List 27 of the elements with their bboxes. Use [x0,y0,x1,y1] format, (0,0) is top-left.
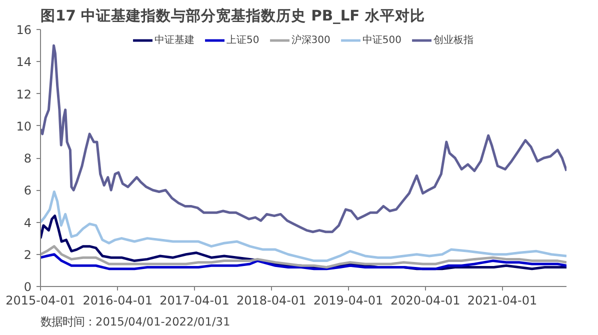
y-tick-label: 16 [16,23,32,37]
x-tick-label: 2019-04-01 [313,294,384,308]
y-tick-label: 2 [24,248,32,262]
line-series [40,253,566,270]
x-tick-label: 2018-04-01 [236,294,306,308]
legend-label: 中证基建 [154,34,195,47]
legend-label: 上证50 [226,34,260,47]
chart-title: 图17 中证基建指数与部分宽基指数历史 PB_LF 水平对比 [40,6,425,24]
legend-label: 创业板指 [433,34,474,47]
line-series [40,245,566,268]
x-tick-label: 2020-04-01 [390,294,460,308]
x-tick-label: 2021-04-01 [467,294,538,308]
x-tick-label: 2016-04-01 [82,294,152,308]
legend-label: 中证500 [362,34,402,47]
line-series [40,44,566,234]
legend-label: 沪深300 [291,34,330,47]
x-tick-label: 2015-04-01 [6,294,76,308]
line-series [40,190,566,262]
y-tick-label: 14 [16,55,32,70]
text: 数据时间：2015/04/01-2022/01/31 [40,314,230,328]
y-tick-label: 4 [24,216,32,230]
y-tick-label: 0 [24,280,32,294]
y-tick-label: 6 [24,184,32,198]
y-tick-label: 8 [24,152,32,166]
y-tick-label: 10 [16,119,32,134]
x-tick-label: 2017-04-01 [160,294,230,308]
y-tick-label: 12 [16,87,32,102]
